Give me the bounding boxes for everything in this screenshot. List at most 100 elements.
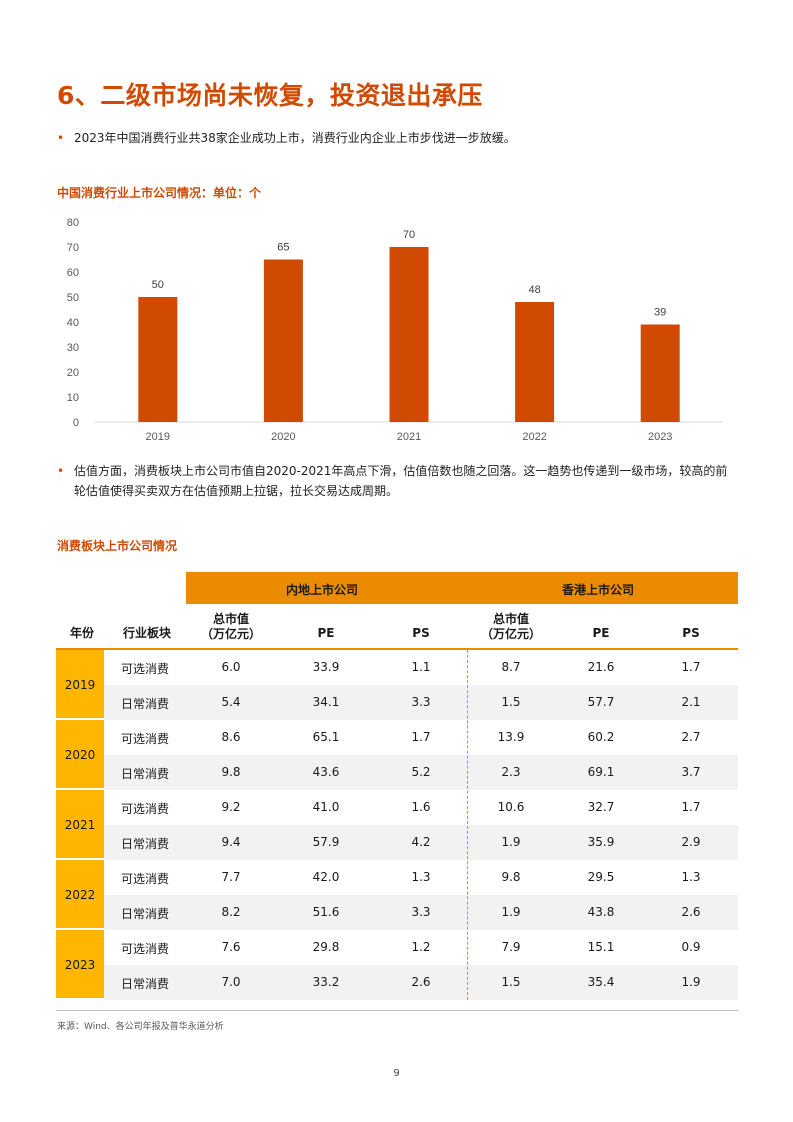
value-cell-m-mcap: 6.0 <box>221 660 241 674</box>
value-cell-h-pe: 32.7 <box>587 800 615 814</box>
table-row: 可选消费 9.2 41.0 1.6 10.6 32.7 1.7 <box>104 790 738 825</box>
bullet-text: 估值方面，消费板块上市公司市值自2020-2021年高点下滑，估值倍数也随之回落… <box>74 464 728 498</box>
value-cell-m-mcap: 9.8 <box>221 765 241 779</box>
value-cell-h-ps: 1.7 <box>681 800 701 814</box>
sector-cell: 可选消费 <box>120 872 169 886</box>
group-header-mainland: 内地上市公司 <box>286 583 359 597</box>
value-cell-m-mcap: 7.0 <box>221 975 241 989</box>
value-cell-h-pe: 29.5 <box>587 870 615 884</box>
table-group-header-band: 内地上市公司 香港上市公司 <box>186 572 738 604</box>
table-heading: 消费板块上市公司情况 <box>57 539 178 553</box>
year-label: 2021 <box>64 818 96 832</box>
bar-value-label: 39 <box>654 307 666 319</box>
year-cell: 2020 <box>56 720 104 790</box>
y-tick-label: 20 <box>67 367 79 379</box>
value-cell-m-pe: 57.9 <box>312 835 340 849</box>
value-cell-m-ps: 2.6 <box>411 975 431 989</box>
table-row: 可选消费 8.6 65.1 1.7 13.9 60.2 2.7 <box>104 720 738 755</box>
page-title: 6、二级市场尚未恢复，投资退出承压 <box>57 81 483 110</box>
col-header-hk-pe: PE <box>592 626 610 640</box>
group-header-hk: 香港上市公司 <box>562 583 635 597</box>
year-label: 2020 <box>64 748 96 762</box>
y-tick-label: 60 <box>67 267 79 279</box>
sector-cell: 日常消费 <box>120 907 169 921</box>
y-tick-label: 0 <box>73 417 79 429</box>
col-header-mainland-ps: PS <box>412 626 430 640</box>
value-cell-h-ps: 1.9 <box>681 975 701 989</box>
value-cell-m-mcap: 5.4 <box>221 695 241 709</box>
bar-2020 <box>263 259 303 422</box>
table-row: 日常消费 9.4 57.9 4.2 1.9 35.9 2.9 <box>104 825 738 860</box>
table-bottom-rule <box>56 1010 738 1011</box>
value-cell-m-mcap: 7.6 <box>221 940 241 954</box>
col-header-mainland-mcap: 总市值 （万亿元） <box>200 612 261 641</box>
value-cell-h-mcap: 1.9 <box>501 905 521 919</box>
bar-value-label: 70 <box>403 229 415 241</box>
value-cell-h-mcap: 7.9 <box>501 940 521 954</box>
y-tick-label: 70 <box>67 242 79 254</box>
table-row: 可选消费 6.0 33.9 1.1 8.7 21.6 1.7 <box>104 650 738 685</box>
value-cell-h-ps: 0.9 <box>681 940 701 954</box>
y-tick-label: 30 <box>67 342 79 354</box>
bullet-text: 2023年中国消费行业共38家企业成功上市，消费行业内企业上市步伐进一步放缓。 <box>74 131 516 145</box>
value-cell-h-mcap: 1.5 <box>501 695 521 709</box>
table-row: 日常消费 7.0 33.2 2.6 1.5 35.4 1.9 <box>104 965 738 1000</box>
y-tick-label: 80 <box>67 217 79 229</box>
value-cell-h-mcap: 2.3 <box>501 765 521 779</box>
bullet-paragraph-1: • 2023年中国消费行业共38家企业成功上市，消费行业内企业上市步伐进一步放缓… <box>57 128 757 148</box>
bullet-marker: • <box>57 131 65 145</box>
value-cell-h-ps: 3.7 <box>681 765 701 779</box>
value-cell-m-ps: 1.6 <box>411 800 431 814</box>
sector-cell: 日常消费 <box>120 837 169 851</box>
y-tick-label: 40 <box>67 317 79 329</box>
value-cell-m-ps: 1.7 <box>411 730 431 744</box>
value-cell-m-mcap: 7.7 <box>221 870 241 884</box>
page-number: 9 <box>393 1068 400 1079</box>
bullet-marker: • <box>57 464 65 478</box>
bar-2021 <box>389 247 429 422</box>
value-cell-m-pe: 43.6 <box>312 765 340 779</box>
sector-cell: 日常消费 <box>120 977 169 991</box>
bar-2019 <box>138 297 178 422</box>
value-cell-m-pe: 41.0 <box>312 800 340 814</box>
source-note: 来源：Wind、各公司年报及普华永道分析 <box>57 1022 224 1032</box>
y-tick-label: 10 <box>67 392 79 404</box>
bar-value-label: 50 <box>152 279 164 291</box>
table-row: 日常消费 5.4 34.1 3.3 1.5 57.7 2.1 <box>104 685 738 720</box>
col-header-sector: 行业板块 <box>122 626 171 640</box>
value-cell-m-mcap: 9.2 <box>221 800 241 814</box>
value-cell-m-ps: 3.3 <box>411 905 431 919</box>
group-divider <box>467 650 468 1000</box>
sector-cell: 日常消费 <box>120 767 169 781</box>
value-cell-m-ps: 1.1 <box>411 660 431 674</box>
value-cell-h-pe: 35.4 <box>587 975 615 989</box>
table-row: 日常消费 8.2 51.6 3.3 1.9 43.8 2.6 <box>104 895 738 930</box>
year-label: 2022 <box>64 888 96 902</box>
col-header-hk-ps: PS <box>682 626 700 640</box>
value-cell-h-ps: 1.3 <box>681 870 701 884</box>
value-cell-h-mcap: 1.9 <box>501 835 521 849</box>
year-cell: 2022 <box>56 860 104 930</box>
bar-value-label: 48 <box>528 284 540 296</box>
year-label: 2019 <box>64 678 96 692</box>
value-cell-m-ps: 4.2 <box>411 835 431 849</box>
col-header-hk-mcap: 总市值 （万亿元） <box>480 612 541 641</box>
year-cell: 2019 <box>56 650 104 720</box>
value-cell-m-pe: 42.0 <box>312 870 340 884</box>
value-cell-h-pe: 15.1 <box>587 940 615 954</box>
bar-value-label: 65 <box>277 242 289 254</box>
value-cell-h-mcap: 13.9 <box>497 730 525 744</box>
value-cell-m-pe: 33.9 <box>312 660 340 674</box>
bullet-paragraph-2: • 估值方面，消费板块上市公司市值自2020-2021年高点下滑，估值倍数也随之… <box>57 461 757 501</box>
header-divider <box>56 648 738 650</box>
col-header-year: 年份 <box>69 626 94 640</box>
table-row: 可选消费 7.6 29.8 1.2 7.9 15.1 0.9 <box>104 930 738 965</box>
x-tick-label: 2019 <box>146 431 170 443</box>
value-cell-h-pe: 57.7 <box>587 695 615 709</box>
value-cell-h-pe: 21.6 <box>587 660 615 674</box>
value-cell-m-mcap: 8.2 <box>221 905 241 919</box>
year-label: 2023 <box>64 958 96 972</box>
value-cell-m-ps: 1.2 <box>411 940 431 954</box>
value-cell-h-pe: 35.9 <box>587 835 615 849</box>
value-cell-m-pe: 34.1 <box>312 695 340 709</box>
